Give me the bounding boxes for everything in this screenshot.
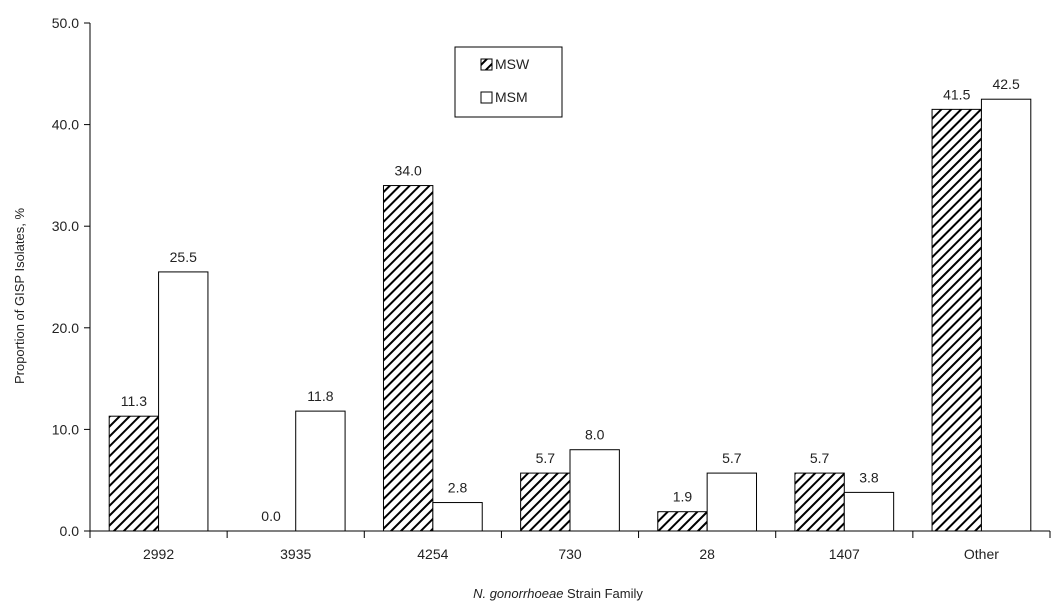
bar-msm-28 — [706, 472, 758, 532]
data-label-msw: 34.0 — [395, 163, 422, 179]
data-label-msm: 3.8 — [859, 469, 879, 485]
x-axis-title-rest: Strain Family — [563, 586, 643, 601]
bar-msw-other — [931, 108, 982, 532]
data-label-msw: 11.3 — [121, 393, 147, 409]
x-tick-label: 1407 — [829, 546, 860, 562]
bars — [108, 98, 1032, 532]
data-label-msm: 2.8 — [448, 480, 468, 496]
bar-msw-2992 — [108, 415, 160, 532]
bar-msw-28 — [657, 511, 708, 532]
data-label-msw: 5.7 — [810, 450, 830, 466]
data-labels: 11.3 0.0 34.0 5.7 1.9 5.7 41.5 25.5 11.8 2.8 8.0 5.… — [121, 76, 1020, 524]
data-label-msm: 25.5 — [170, 249, 197, 265]
x-axis-title-italic: N. gonorrhoeae — [473, 586, 563, 601]
y-tick-label: 20.0 — [52, 320, 79, 336]
bar-msw-4254 — [382, 185, 434, 532]
data-label-msm: 11.8 — [307, 388, 333, 404]
x-axis-title: N. gonorrhoeae Strain Family — [473, 586, 643, 601]
bar-msm-3935 — [295, 410, 346, 532]
data-label-msw: 1.9 — [673, 489, 693, 505]
legend-label-msm: MSM — [495, 89, 528, 105]
bar-msm-4254 — [432, 502, 483, 532]
y-tick-label: 0.0 — [60, 523, 80, 539]
x-tick-label: 730 — [558, 546, 582, 562]
y-tick-label: 50.0 — [52, 15, 79, 31]
bar-msw-1407 — [794, 472, 845, 532]
legend-swatch-msw — [480, 58, 493, 71]
x-tick-label: 28 — [699, 546, 715, 562]
data-label-msm: 5.7 — [722, 450, 742, 466]
y-tick-label: 40.0 — [52, 117, 79, 133]
bar-msm-1407 — [843, 491, 895, 532]
y-tick-label: 30.0 — [52, 218, 79, 234]
data-label-msm: 42.5 — [992, 76, 1019, 92]
x-tick-label: Other — [964, 546, 999, 562]
y-axis: 0.0 10.0 20.0 30.0 40.0 50.0 — [52, 15, 91, 539]
x-axis: 2992 3935 4254 730 28 1407 Other — [89, 530, 1051, 562]
legend-swatch-msm — [480, 91, 493, 104]
y-axis-title: Proportion of GISP Isolates, % — [12, 208, 27, 385]
bar-msm-730 — [569, 449, 620, 532]
x-tick-label: 3935 — [280, 546, 311, 562]
x-tick-label: 4254 — [417, 546, 448, 562]
bar-msm-2992 — [158, 271, 209, 532]
data-label-msw: 41.5 — [943, 86, 970, 102]
bar-msm-other — [980, 98, 1032, 532]
legend: MSW MSM — [454, 46, 563, 118]
legend-box — [454, 46, 563, 118]
data-label-msm: 8.0 — [585, 427, 605, 443]
data-label-msw: 5.7 — [536, 450, 556, 466]
x-tick-label: 2992 — [143, 546, 174, 562]
data-label-msw: 0.0 — [261, 508, 281, 524]
bar-msw-730 — [520, 472, 571, 532]
y-tick-label: 10.0 — [52, 421, 79, 437]
legend-label-msw: MSW — [495, 56, 530, 72]
